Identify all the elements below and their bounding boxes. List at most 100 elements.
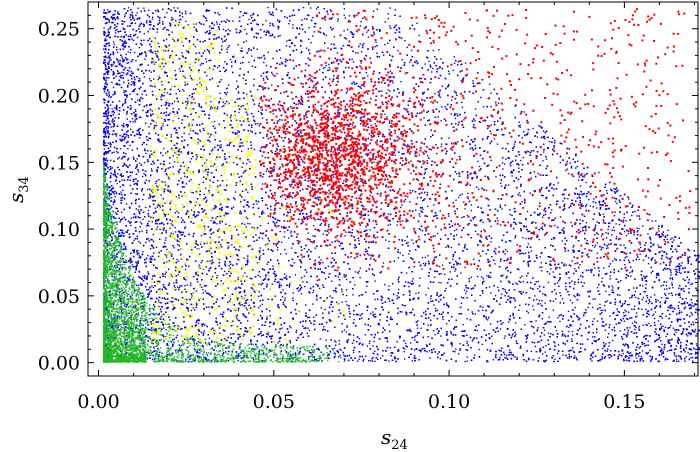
point-blue [374, 298, 376, 301]
point-blue [138, 254, 140, 257]
point-blue [357, 52, 359, 54]
point-blue [538, 357, 540, 359]
point-blue [554, 342, 556, 344]
point-blue [507, 345, 510, 348]
point-blue [512, 149, 514, 151]
point-blue [139, 329, 141, 331]
point-blue [657, 244, 659, 246]
point-blue [219, 222, 221, 225]
point-blue [108, 96, 110, 98]
point-blue [156, 228, 158, 231]
point-blue [324, 19, 327, 21]
point-blue [247, 191, 249, 194]
point-blue [289, 39, 292, 41]
point-blue [496, 217, 498, 219]
point-blue [416, 334, 418, 336]
point-blue [654, 259, 656, 261]
point-blue [135, 193, 137, 195]
point-blue [202, 63, 204, 65]
point-blue [182, 88, 184, 91]
point-blue [679, 310, 681, 312]
point-blue [292, 24, 294, 26]
point-blue [244, 28, 246, 31]
point-blue [131, 38, 133, 40]
point-blue [206, 75, 208, 77]
point-blue [276, 72, 278, 75]
point-blue [487, 319, 489, 321]
point-blue [553, 147, 555, 149]
point-blue [634, 290, 637, 293]
point-blue [109, 146, 112, 148]
point-blue [282, 289, 284, 291]
point-blue [184, 191, 186, 194]
point-blue [219, 350, 221, 352]
point-blue [372, 345, 374, 347]
point-blue [326, 121, 328, 123]
point-blue [647, 263, 650, 265]
point-blue [657, 360, 659, 362]
point-blue [127, 51, 129, 53]
point-blue [137, 209, 139, 211]
point-blue [299, 334, 301, 336]
point-blue [450, 113, 452, 115]
point-blue [258, 124, 260, 127]
point-blue [123, 60, 125, 63]
point-blue [523, 225, 525, 227]
point-blue [472, 217, 474, 219]
point-blue [596, 320, 599, 322]
point-blue [387, 213, 389, 215]
point-blue [237, 297, 239, 299]
point-blue [186, 302, 188, 305]
point-blue [613, 311, 615, 314]
point-blue [189, 338, 192, 340]
point-blue [258, 291, 260, 293]
point-blue [232, 161, 235, 164]
point-blue [518, 125, 520, 127]
point-blue [134, 121, 137, 123]
point-blue [181, 136, 183, 138]
point-blue [687, 351, 689, 354]
point-blue [292, 292, 294, 294]
point-blue [123, 45, 125, 48]
point-blue [258, 283, 260, 285]
point-blue [161, 95, 163, 97]
point-blue [376, 8, 378, 10]
point-blue [177, 161, 179, 164]
point-blue [673, 307, 675, 309]
point-blue [247, 148, 249, 150]
point-blue [376, 236, 379, 238]
point-blue [122, 155, 125, 158]
point-blue [419, 215, 421, 217]
point-blue [626, 269, 629, 271]
point-blue [340, 136, 342, 139]
point-blue [167, 347, 169, 349]
point-blue [271, 216, 274, 218]
point-blue [681, 262, 683, 264]
point-blue [251, 348, 253, 350]
point-blue [500, 293, 503, 295]
point-blue [263, 212, 265, 214]
point-blue [541, 186, 543, 189]
point-blue [124, 100, 126, 102]
point-blue [428, 60, 430, 63]
point-blue [546, 321, 549, 323]
point-blue [341, 220, 343, 222]
point-blue [219, 243, 222, 246]
point-blue [434, 333, 436, 336]
point-blue [681, 311, 683, 313]
point-blue [647, 233, 649, 235]
point-blue [431, 71, 433, 73]
point-blue [299, 119, 301, 121]
point-blue [506, 250, 508, 253]
point-blue [349, 20, 351, 23]
point-blue [264, 156, 266, 159]
point-blue [151, 90, 154, 93]
point-blue [401, 239, 403, 241]
point-blue [159, 141, 161, 143]
point-blue [455, 260, 457, 262]
point-blue [335, 216, 338, 219]
point-blue [416, 197, 419, 199]
point-blue [337, 316, 340, 318]
point-blue [544, 213, 547, 216]
point-blue [186, 212, 188, 214]
